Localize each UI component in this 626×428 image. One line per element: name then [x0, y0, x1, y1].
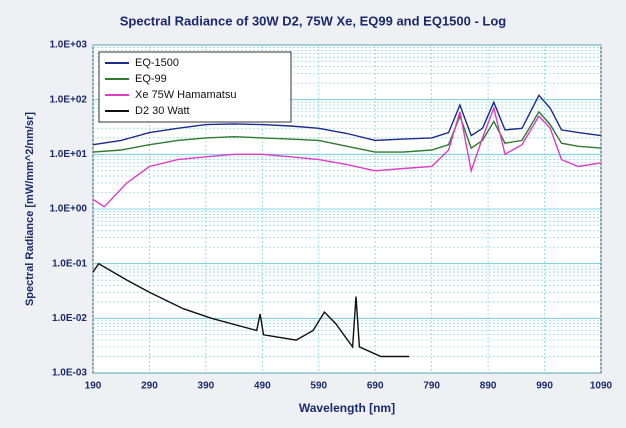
legend-label: D2 30 Watt	[135, 105, 190, 117]
x-tick-label: 790	[423, 381, 440, 392]
y-tick-label: 1.0E+00	[49, 204, 87, 215]
legend-label: Xe 75W Hamamatsu	[135, 89, 236, 101]
x-tick-label: 290	[141, 381, 158, 392]
y-tick-label: 1.0E-02	[52, 313, 87, 324]
y-tick-label: 1.0E+02	[49, 94, 87, 105]
lines	[92, 94, 602, 358]
y-tick-label: 1.0E-01	[52, 258, 87, 269]
legend-label: EQ-1500	[135, 57, 179, 69]
x-tick-label: 890	[480, 381, 497, 392]
x-tick-label: 590	[310, 381, 327, 392]
series-line	[92, 110, 602, 153]
x-axis-label: Wavelength [nm]	[299, 401, 395, 415]
y-axis-label: Spectral Radiance [mW/mm^2/nm/sr]	[24, 112, 36, 306]
grid: 1.0E+03 1.0E+02 1.0E+01 1.0E+00 1.0E-01 1.0E-…	[49, 40, 612, 392]
x-tick-label: 1090	[590, 381, 613, 392]
x-tick-label: 390	[198, 381, 215, 392]
series-line	[92, 94, 602, 146]
y-tick-label: 1.0E+01	[49, 149, 87, 160]
series-line	[92, 262, 410, 358]
y-tick-label: 1.0E+03	[49, 40, 87, 51]
y-tick-label: 1.0E-03	[52, 368, 87, 379]
x-tick-label: 190	[85, 381, 102, 392]
legend: EQ-1500 EQ-99 Xe 75W Hamamatsu D2 30 Watt	[98, 51, 292, 123]
x-tick-label: 690	[367, 381, 384, 392]
legend-label: EQ-99	[135, 73, 167, 85]
legend-box	[98, 51, 292, 123]
x-tick-label: 990	[536, 381, 553, 392]
series-line	[92, 105, 602, 208]
chart-title: Spectral Radiance of 30W D2, 75W Xe, EQ9…	[120, 13, 507, 28]
x-tick-label: 490	[254, 381, 271, 392]
